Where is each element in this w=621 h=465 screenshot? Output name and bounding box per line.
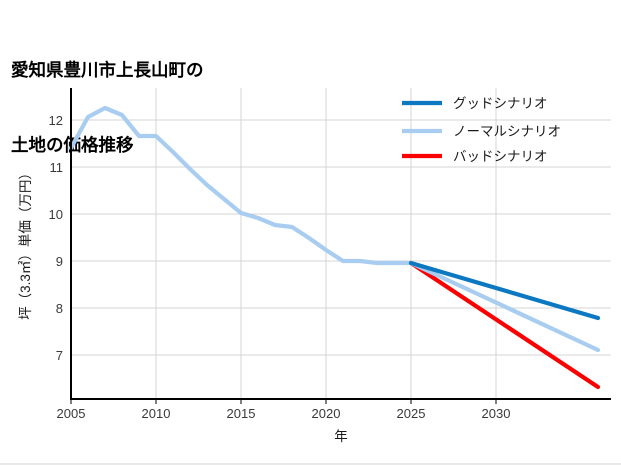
xtick-label-2020: 2020 (312, 406, 341, 421)
x-axis-tick-labels: 2005 2010 2015 2020 2025 2030 (57, 406, 511, 421)
y-axis-title: 坪（3.3㎡）単価（万円） (18, 166, 33, 320)
line-good-scenario (408, 260, 601, 321)
series-normal-history (68, 105, 414, 266)
line-bad-scenario (408, 260, 601, 390)
legend-label-good: グッドシナリオ (453, 96, 548, 111)
xtick-label-2015: 2015 (227, 406, 256, 421)
legend: グッドシナリオ ノーマルシナリオ バッドシナリオ (402, 96, 561, 164)
x-tick-marks (70, 399, 497, 404)
series-good-scenario (408, 260, 601, 321)
bottom-edge-divider (0, 463, 621, 465)
axis-lines (70, 88, 611, 400)
ytick-label-9: 9 (56, 254, 63, 269)
legend-label-normal: ノーマルシナリオ (453, 124, 561, 139)
x-axis-title: 年 (334, 429, 348, 444)
ytick-label-8: 8 (56, 301, 63, 316)
xtick-label-2025: 2025 (397, 406, 426, 421)
gridlines (71, 88, 611, 398)
ytick-label-10: 10 (49, 207, 63, 222)
ytick-label-7: 7 (56, 348, 63, 363)
series-normal-scenario (408, 260, 601, 353)
ytick-label-12: 12 (49, 113, 63, 128)
line-normal-scenario (408, 260, 601, 353)
ytick-label-11: 11 (50, 160, 64, 175)
y-axis-tick-labels: 12 11 10 9 8 7 (49, 113, 63, 363)
legend-label-bad: バッドシナリオ (453, 149, 548, 164)
xtick-label-2005: 2005 (57, 406, 86, 421)
xtick-label-2010: 2010 (142, 406, 171, 421)
series-bad-scenario (408, 260, 601, 390)
line-history (68, 105, 414, 266)
xtick-label-2030: 2030 (482, 406, 511, 421)
chart-title-line-1: 愛知県豊川市上長山町の (11, 60, 204, 80)
